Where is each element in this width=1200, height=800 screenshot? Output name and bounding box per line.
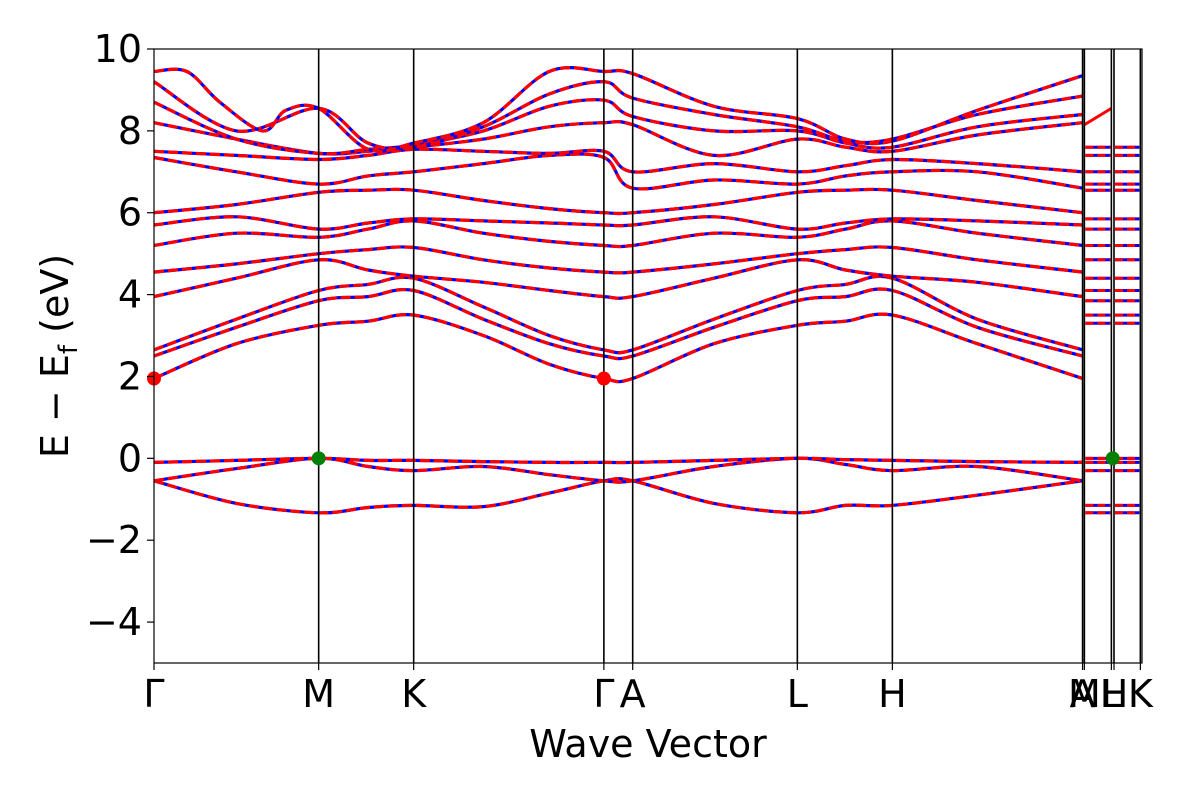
x-tick-label: H: [878, 672, 907, 716]
y-axis-title-main: E − E: [33, 354, 77, 458]
band-10-solid: [153, 187, 1083, 216]
band-0-solid: [153, 477, 1083, 515]
y-tick-label: −4: [86, 600, 142, 644]
y-tick-label: 4: [118, 273, 142, 317]
band-3-dashed: [153, 312, 1084, 384]
band-0-dashed: [153, 477, 1083, 515]
y-axis-ticks: −4 −2 0 2 4 6 8 10: [86, 27, 154, 644]
y-axis-title: E − Ef (eV): [33, 254, 84, 458]
band-6-dashed: [153, 258, 1083, 300]
band-16-dashed: [153, 66, 1084, 154]
band-10-dashed: [153, 187, 1083, 216]
x-tick-label: L: [1101, 672, 1122, 716]
plot-frame: [153, 48, 1143, 664]
extremum-marker-1: [596, 371, 611, 386]
extremum-marker-3: [1105, 451, 1120, 466]
y-tick-label: −2: [86, 518, 142, 562]
x-tick-label: A: [1070, 672, 1096, 716]
extremum-marker-2: [311, 451, 326, 466]
y-tick-label: 2: [118, 354, 142, 398]
x-tick-label: M: [1068, 672, 1101, 716]
x-tick-label: K: [1128, 672, 1154, 716]
y-axis-title-subscript: f: [54, 344, 84, 354]
band-5-solid: [153, 274, 1084, 355]
x-axis-title: Wave Vector: [529, 722, 767, 766]
y-axis-title-unit-text: (eV): [33, 254, 77, 333]
x-tick-label: A: [620, 672, 646, 716]
y-tick-label: 8: [118, 109, 142, 153]
x-tick-label: K: [401, 672, 427, 716]
x-tick-label: H: [1100, 672, 1129, 716]
x-tick-label: Γ: [593, 672, 614, 716]
y-axis-title-unit: (eV): [33, 254, 77, 345]
x-tick-label: L: [787, 672, 808, 716]
band-7-solid: [153, 245, 1083, 275]
band-segment-m-l: [1083, 107, 1113, 127]
y-tick-label: 10: [94, 27, 142, 71]
x-tick-label: M: [302, 672, 335, 716]
kpoint-lines: [317, 49, 1142, 663]
band-3-solid: [153, 312, 1084, 384]
bands-layer: [153, 66, 1140, 515]
band-15-dashed: [153, 80, 1083, 151]
x-axis-ticks: Γ M K Γ A L H AM LH K: [143, 663, 1154, 716]
markers-layer: [147, 371, 1120, 466]
y-tick-label: 6: [118, 191, 142, 235]
band-7-dashed: [153, 245, 1083, 275]
band-5-dashed: [153, 274, 1084, 355]
y-tick-label: 0: [118, 436, 142, 480]
band-12-dashed: [153, 147, 1083, 174]
x-tick-label: Γ: [143, 672, 164, 716]
